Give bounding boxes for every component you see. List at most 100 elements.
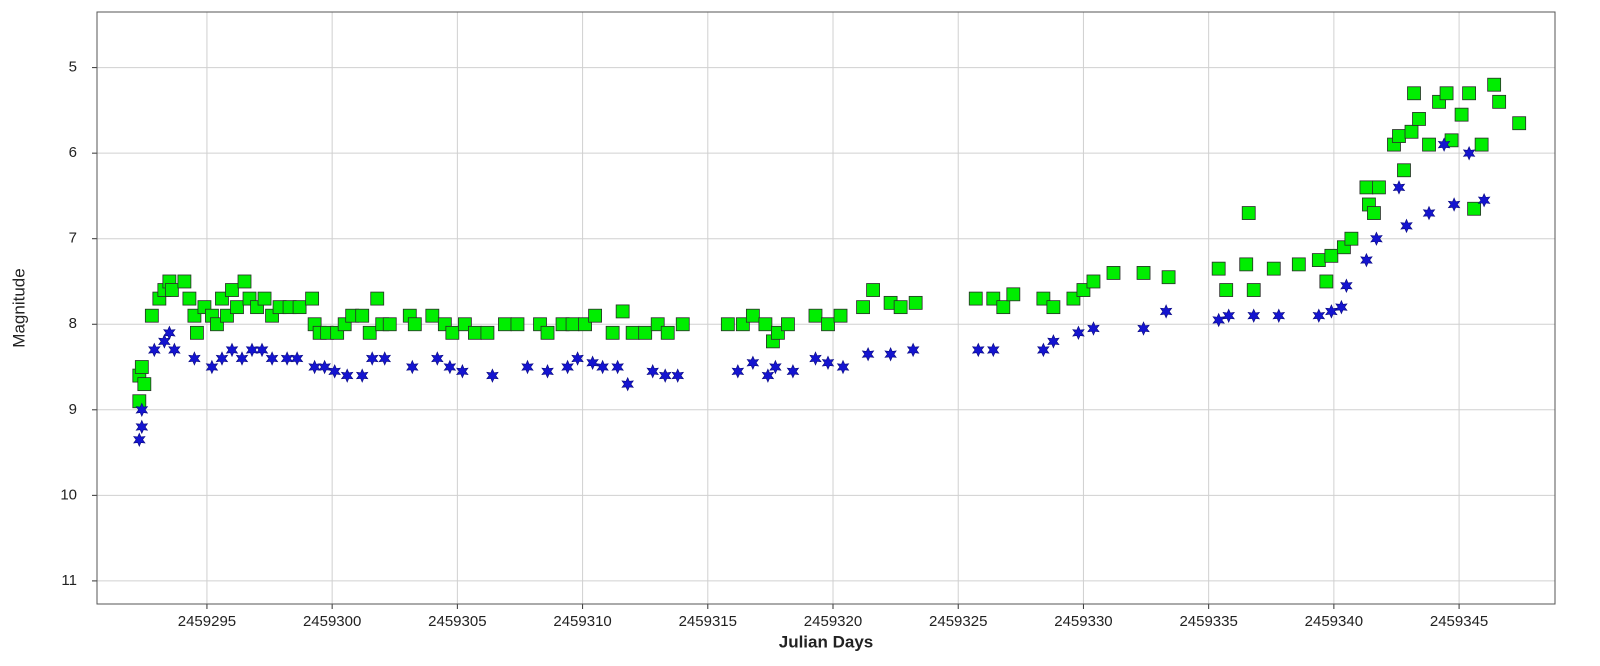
series bbox=[133, 137, 1491, 447]
point bbox=[821, 317, 835, 332]
point bbox=[638, 325, 653, 340]
point bbox=[290, 351, 304, 366]
point bbox=[1447, 197, 1461, 212]
point bbox=[1392, 129, 1406, 143]
point bbox=[443, 359, 457, 375]
x-tick-label: 2459300 bbox=[303, 613, 361, 630]
point bbox=[362, 325, 377, 340]
point bbox=[237, 274, 252, 289]
point bbox=[1474, 137, 1489, 152]
point bbox=[836, 359, 850, 375]
point bbox=[646, 364, 659, 379]
point bbox=[177, 274, 192, 289]
point bbox=[1086, 274, 1101, 289]
point bbox=[445, 325, 460, 340]
point bbox=[1467, 201, 1482, 216]
x-tick-label: 2459310 bbox=[553, 613, 611, 630]
point bbox=[1412, 112, 1426, 126]
x-tick-label: 2459320 bbox=[804, 613, 862, 630]
y-axis-title: Magnitude bbox=[9, 268, 28, 347]
x-tick-label: 2459305 bbox=[428, 613, 486, 630]
point bbox=[1211, 261, 1226, 276]
point bbox=[144, 308, 159, 323]
point bbox=[1422, 205, 1436, 221]
point bbox=[866, 283, 880, 297]
point bbox=[235, 351, 249, 366]
point bbox=[1492, 94, 1507, 109]
point bbox=[365, 351, 379, 366]
point bbox=[456, 364, 469, 379]
point bbox=[1319, 274, 1334, 289]
y-tick-label: 5 bbox=[69, 59, 77, 76]
point bbox=[893, 300, 908, 315]
point bbox=[245, 342, 259, 358]
point bbox=[906, 342, 920, 358]
x-tick-label: 2459325 bbox=[929, 613, 987, 630]
point bbox=[1246, 283, 1261, 297]
point bbox=[1359, 180, 1374, 195]
point bbox=[308, 359, 321, 375]
point bbox=[510, 317, 525, 332]
point bbox=[781, 317, 795, 332]
point bbox=[1239, 257, 1254, 272]
point bbox=[586, 355, 599, 371]
point bbox=[786, 364, 800, 379]
point bbox=[521, 359, 534, 375]
point bbox=[1344, 231, 1359, 246]
point bbox=[132, 394, 147, 409]
y-tick-label: 10 bbox=[60, 486, 77, 503]
point bbox=[1422, 137, 1436, 152]
point bbox=[1272, 308, 1286, 323]
x-tick-label: 2459345 bbox=[1430, 613, 1488, 630]
point bbox=[856, 300, 870, 315]
point bbox=[1487, 77, 1502, 92]
point bbox=[1439, 86, 1454, 101]
point bbox=[625, 325, 640, 340]
point bbox=[382, 317, 397, 332]
point bbox=[168, 342, 181, 358]
point bbox=[660, 325, 675, 340]
plot-frame bbox=[96, 11, 1556, 605]
point bbox=[731, 364, 745, 379]
point bbox=[565, 317, 580, 332]
point bbox=[378, 351, 392, 366]
point bbox=[720, 317, 735, 332]
point bbox=[135, 419, 149, 435]
point bbox=[265, 351, 279, 366]
point bbox=[615, 304, 630, 319]
point bbox=[996, 300, 1011, 315]
point bbox=[746, 355, 760, 371]
point bbox=[1072, 325, 1085, 341]
point bbox=[1047, 334, 1060, 349]
point bbox=[1241, 206, 1256, 220]
point bbox=[164, 283, 179, 297]
point bbox=[188, 351, 201, 366]
point bbox=[406, 359, 419, 375]
point bbox=[425, 308, 440, 323]
point bbox=[486, 368, 499, 383]
x-tick-label: 2459340 bbox=[1305, 613, 1363, 630]
point bbox=[833, 308, 848, 323]
x-tick-label: 2459315 bbox=[679, 613, 737, 630]
point bbox=[1324, 248, 1339, 263]
point bbox=[861, 346, 875, 362]
point bbox=[280, 351, 294, 366]
point bbox=[135, 402, 149, 418]
point bbox=[1392, 180, 1406, 195]
y-tick-label: 6 bbox=[69, 144, 77, 161]
point bbox=[1407, 86, 1421, 101]
point bbox=[808, 308, 823, 323]
point bbox=[621, 376, 634, 392]
point bbox=[884, 346, 897, 362]
point bbox=[1370, 231, 1383, 246]
point bbox=[190, 325, 204, 340]
point bbox=[1311, 253, 1326, 267]
point bbox=[355, 368, 369, 383]
x-axis-title: Julian Days bbox=[779, 632, 874, 651]
point bbox=[809, 351, 822, 366]
point bbox=[255, 342, 269, 358]
point bbox=[671, 368, 685, 383]
y-tick-label: 7 bbox=[69, 230, 77, 247]
point bbox=[225, 283, 239, 297]
